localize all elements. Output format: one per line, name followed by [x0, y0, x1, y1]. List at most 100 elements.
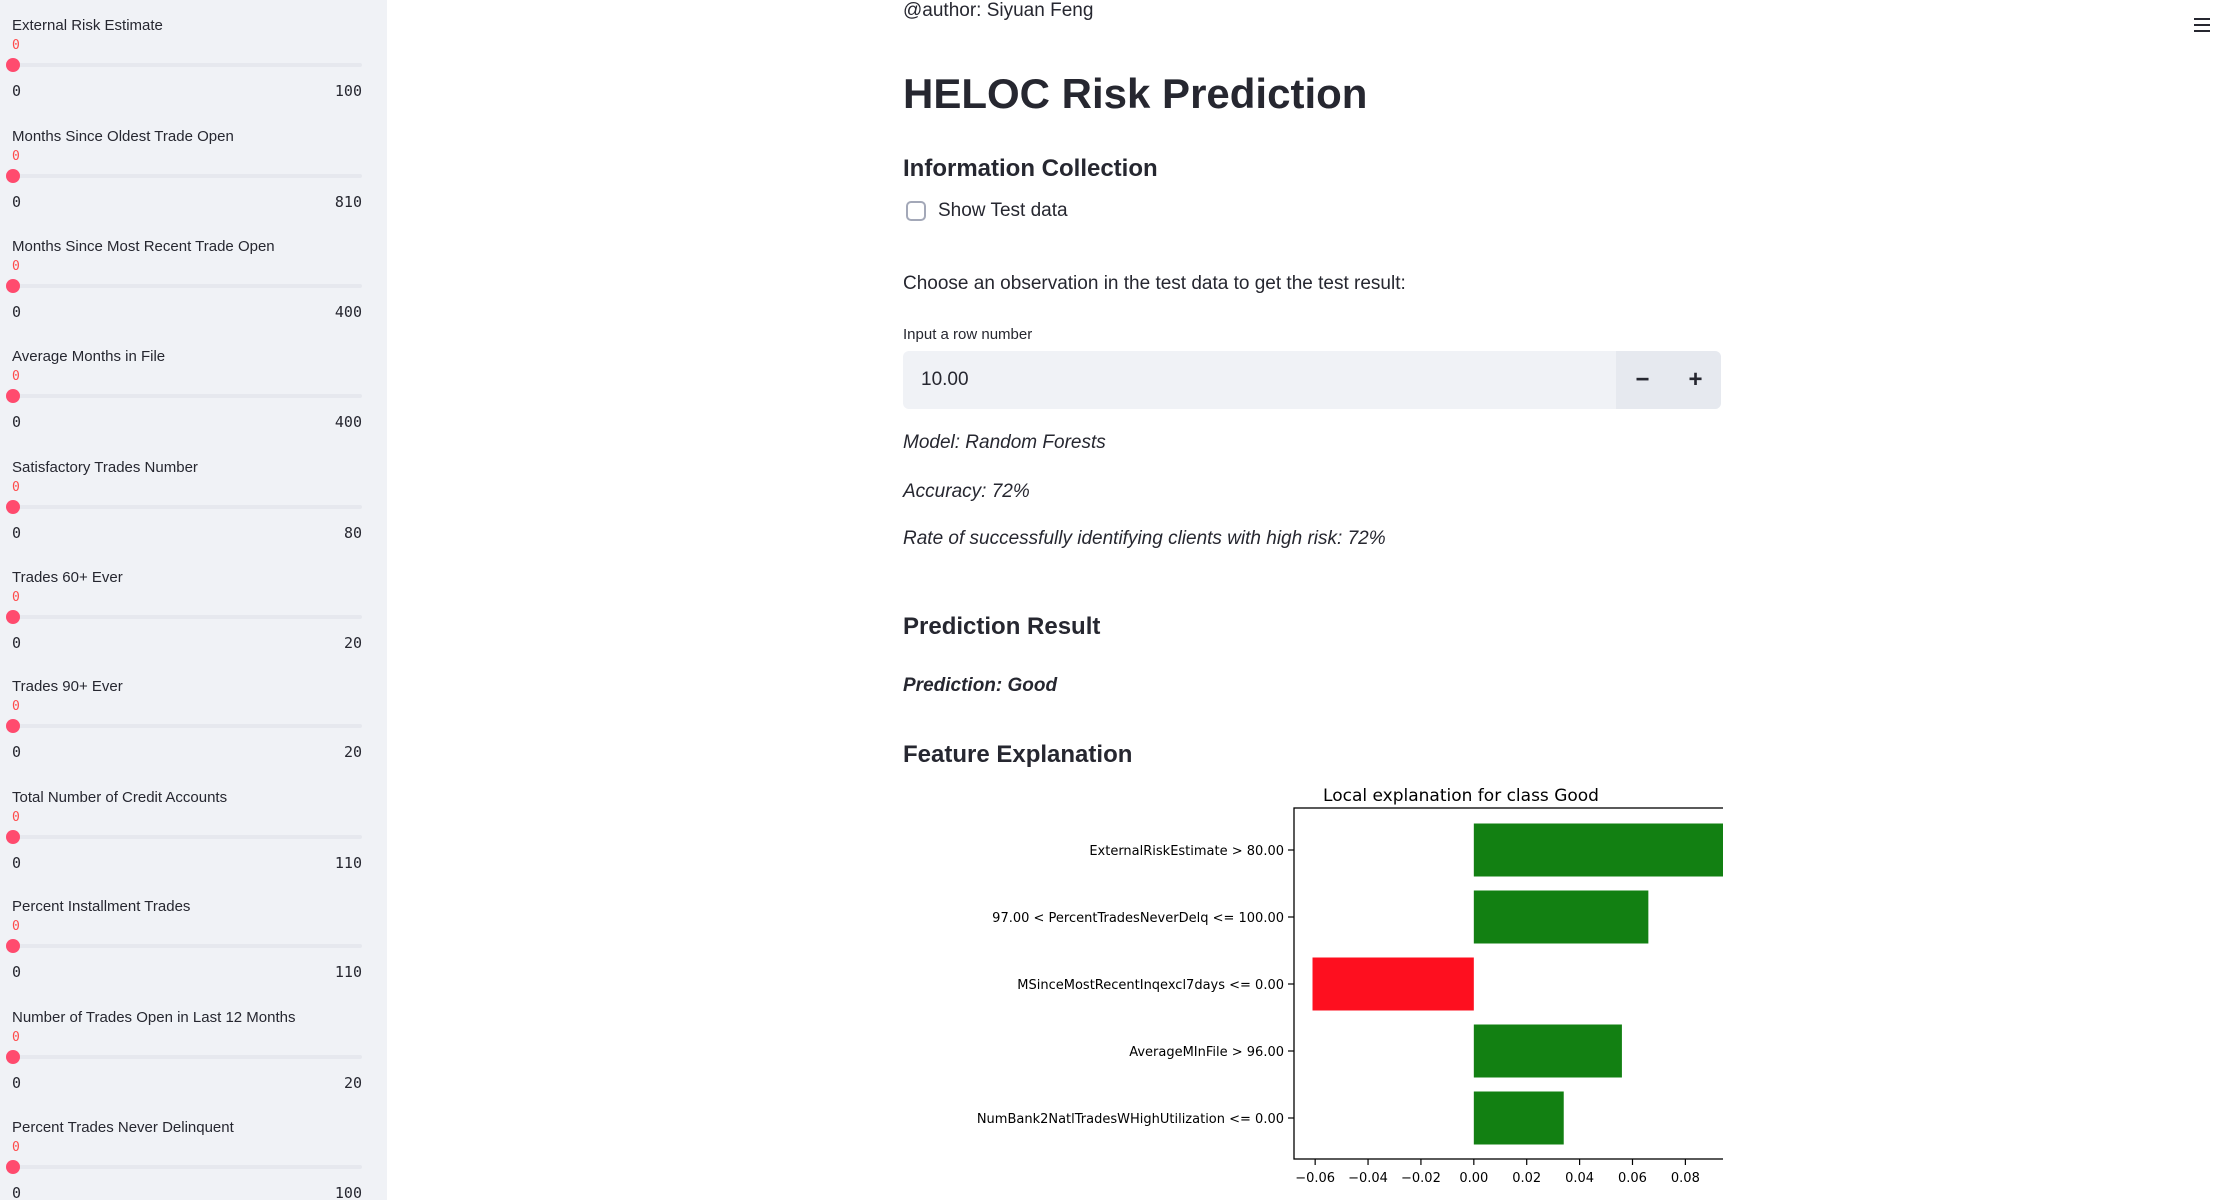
slider-4[interactable]: Satisfactory Trades Number 0 0 80 — [6, 459, 362, 559]
slider-label: External Risk Estimate — [12, 17, 163, 34]
page-title: HELOC Risk Prediction — [903, 70, 1368, 117]
slider-9[interactable]: Number of Trades Open in Last 12 Months 0… — [6, 1009, 362, 1109]
main-content: @author: Siyuan Feng HELOC Risk Predicti… — [387, 0, 2216, 1200]
checkbox-box[interactable] — [906, 201, 926, 221]
slider-max-label: 810 — [334, 193, 362, 211]
hamburger-menu-icon[interactable] — [2190, 14, 2216, 40]
decrement-button[interactable]: − — [1616, 351, 1669, 409]
author-text: @author: Siyuan Feng — [903, 0, 1094, 21]
slider-label: Total Number of Credit Accounts — [12, 789, 228, 806]
x-tick-label: 0.02 — [1512, 1171, 1541, 1186]
section-heading-prediction: Prediction Result — [903, 613, 1101, 640]
show-test-data-checkbox[interactable]: Show Test data — [906, 198, 1068, 224]
slider-current-value: 0 — [12, 1030, 20, 1045]
model-text: Model: Random Forests — [903, 432, 1106, 453]
slider-current-value: 0 — [12, 369, 20, 384]
slider-1[interactable]: Months Since Oldest Trade Open 0 0 810 — [6, 128, 362, 228]
chart-bar — [1312, 957, 1474, 1011]
x-tick-label: 0.00 — [1459, 1171, 1488, 1186]
slider-0[interactable]: External Risk Estimate 0 0 100 — [6, 17, 362, 117]
slider-min-label: 0 — [12, 82, 22, 100]
slider-thumb[interactable] — [6, 169, 20, 183]
slider-track[interactable] — [12, 394, 362, 398]
slider-min-label: 0 — [12, 1184, 22, 1200]
slider-min-label: 0 — [12, 854, 22, 872]
chart-bar — [1473, 1024, 1622, 1078]
slider-thumb[interactable] — [6, 939, 20, 953]
slider-max-label: 400 — [334, 413, 362, 431]
slider-thumb[interactable] — [6, 610, 20, 624]
slider-label: Number of Trades Open in Last 12 Months — [12, 1009, 296, 1026]
slider-current-value: 0 — [12, 699, 20, 714]
slider-track[interactable] — [12, 1165, 362, 1169]
slider-8[interactable]: Percent Installment Trades 0 0 110 — [6, 898, 362, 998]
slider-thumb[interactable] — [6, 58, 20, 72]
slider-max-label: 20 — [343, 1074, 362, 1092]
slider-min-label: 0 — [12, 524, 22, 542]
slider-label: Months Since Most Recent Trade Open — [12, 238, 275, 255]
slider-6[interactable]: Trades 90+ Ever 0 0 20 — [6, 678, 362, 778]
slider-max-label: 100 — [334, 82, 362, 100]
slider-5[interactable]: Trades 60+ Ever 0 0 20 — [6, 569, 362, 669]
slider-track[interactable] — [12, 505, 362, 509]
slider-max-label: 110 — [334, 963, 362, 981]
slider-thumb[interactable] — [6, 500, 20, 514]
slider-label: Satisfactory Trades Number — [12, 459, 198, 476]
slider-label: Trades 60+ Ever — [12, 569, 123, 586]
slider-3[interactable]: Average Months in File 0 0 400 — [6, 348, 362, 448]
slider-min-label: 0 — [12, 303, 22, 321]
slider-max-label: 100 — [334, 1184, 362, 1200]
slider-track[interactable] — [12, 944, 362, 948]
slider-current-value: 0 — [12, 38, 20, 53]
slider-thumb[interactable] — [6, 1050, 20, 1064]
slider-track[interactable] — [12, 284, 362, 288]
slider-label: Months Since Oldest Trade Open — [12, 128, 234, 145]
feature-explanation-chart: Local explanation for class Good Externa… — [977, 786, 1723, 1186]
slider-thumb[interactable] — [6, 719, 20, 733]
slider-track[interactable] — [12, 1055, 362, 1059]
chart-bar — [1473, 890, 1649, 944]
slider-track[interactable] — [12, 174, 362, 178]
slider-min-label: 0 — [12, 1074, 22, 1092]
row-number-input[interactable] — [903, 351, 1621, 409]
slider-track[interactable] — [12, 724, 362, 728]
x-tick-label: 0.08 — [1671, 1171, 1700, 1186]
y-tick-label: ExternalRiskEstimate > 80.00 — [1089, 844, 1284, 859]
high-risk-rate-text: Rate of successfully identifying clients… — [903, 528, 1386, 549]
slider-current-value: 0 — [12, 919, 20, 934]
chart-bar — [1473, 1091, 1564, 1145]
x-tick-label: 0.06 — [1618, 1171, 1647, 1186]
x-tick-label: −0.02 — [1401, 1171, 1441, 1186]
slider-current-value: 0 — [12, 259, 20, 274]
slider-min-label: 0 — [12, 193, 22, 211]
y-tick-label: 97.00 < PercentTradesNeverDelq <= 100.00 — [992, 911, 1284, 926]
slider-min-label: 0 — [12, 963, 22, 981]
slider-current-value: 0 — [12, 590, 20, 605]
slider-10[interactable]: Percent Trades Never Delinquent 0 0 100 — [6, 1119, 362, 1200]
x-tick-label: −0.06 — [1295, 1171, 1335, 1186]
slider-track[interactable] — [12, 835, 362, 839]
slider-current-value: 0 — [12, 480, 20, 495]
slider-label: Percent Installment Trades — [12, 898, 191, 915]
slider-track[interactable] — [12, 63, 362, 67]
choose-observation-text: Choose an observation in the test data t… — [903, 273, 1406, 294]
slider-min-label: 0 — [12, 743, 22, 761]
y-tick-label: AverageMInFile > 96.00 — [1129, 1045, 1284, 1060]
slider-2[interactable]: Months Since Most Recent Trade Open 0 0 400 — [6, 238, 362, 338]
x-tick-label: −0.04 — [1348, 1171, 1388, 1186]
slider-thumb[interactable] — [6, 1160, 20, 1174]
slider-label: Trades 90+ Ever — [12, 678, 123, 695]
slider-track[interactable] — [12, 615, 362, 619]
accuracy-text: Accuracy: 72% — [903, 481, 1030, 502]
section-heading-information: Information Collection — [903, 155, 1158, 182]
row-number-input-container: − + — [903, 351, 1721, 409]
section-heading-feature: Feature Explanation — [903, 741, 1133, 768]
slider-thumb[interactable] — [6, 389, 20, 403]
increment-button[interactable]: + — [1669, 351, 1721, 409]
slider-thumb[interactable] — [6, 279, 20, 293]
y-tick-label: NumBank2NatlTradesWHighUtilization <= 0.… — [977, 1112, 1284, 1127]
prediction-text: Prediction: Good — [903, 675, 1058, 696]
slider-7[interactable]: Total Number of Credit Accounts 0 0 110 — [6, 789, 362, 889]
slider-thumb[interactable] — [6, 830, 20, 844]
slider-max-label: 20 — [343, 743, 362, 761]
